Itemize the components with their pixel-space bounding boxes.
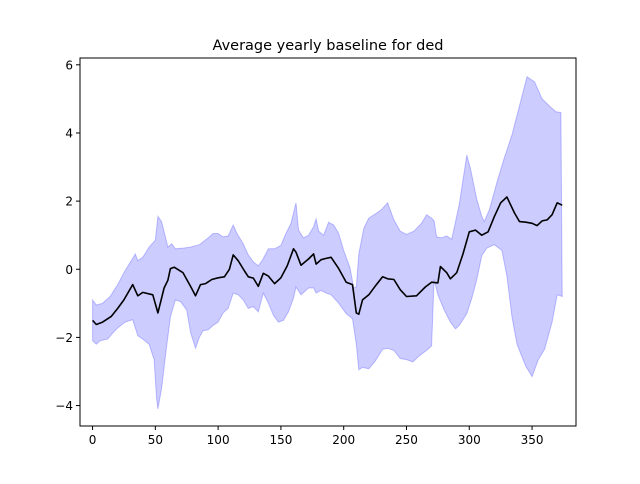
x-tick-label: 150 <box>269 433 292 447</box>
chart-title: Average yearly baseline for ded <box>213 38 444 54</box>
y-tick-label: 2 <box>65 195 73 209</box>
x-tick-label: 200 <box>332 433 355 447</box>
confidence-band-layer <box>92 75 563 410</box>
x-tick-label: 50 <box>148 433 163 447</box>
series-line <box>92 196 563 326</box>
plot-frame <box>79 57 577 427</box>
x-tick-label: 350 <box>521 433 544 447</box>
x-tick-label: 250 <box>395 433 418 447</box>
y-tick-label: 6 <box>65 58 73 72</box>
x-tick-label: 300 <box>458 433 481 447</box>
x-tick-label: 100 <box>207 433 230 447</box>
y-tick-label: 4 <box>65 126 73 140</box>
y-axis: −4 −2 0 2 4 6 <box>55 58 80 413</box>
x-axis: 0 50 100 150 200 250 300 350 <box>89 426 544 447</box>
series-line-layer <box>92 196 563 326</box>
confidence-band <box>92 75 563 410</box>
y-tick-label: −2 <box>55 331 73 345</box>
y-tick-label: −4 <box>55 399 73 413</box>
x-tick-label: 0 <box>89 433 97 447</box>
y-tick-label: 0 <box>65 263 73 277</box>
